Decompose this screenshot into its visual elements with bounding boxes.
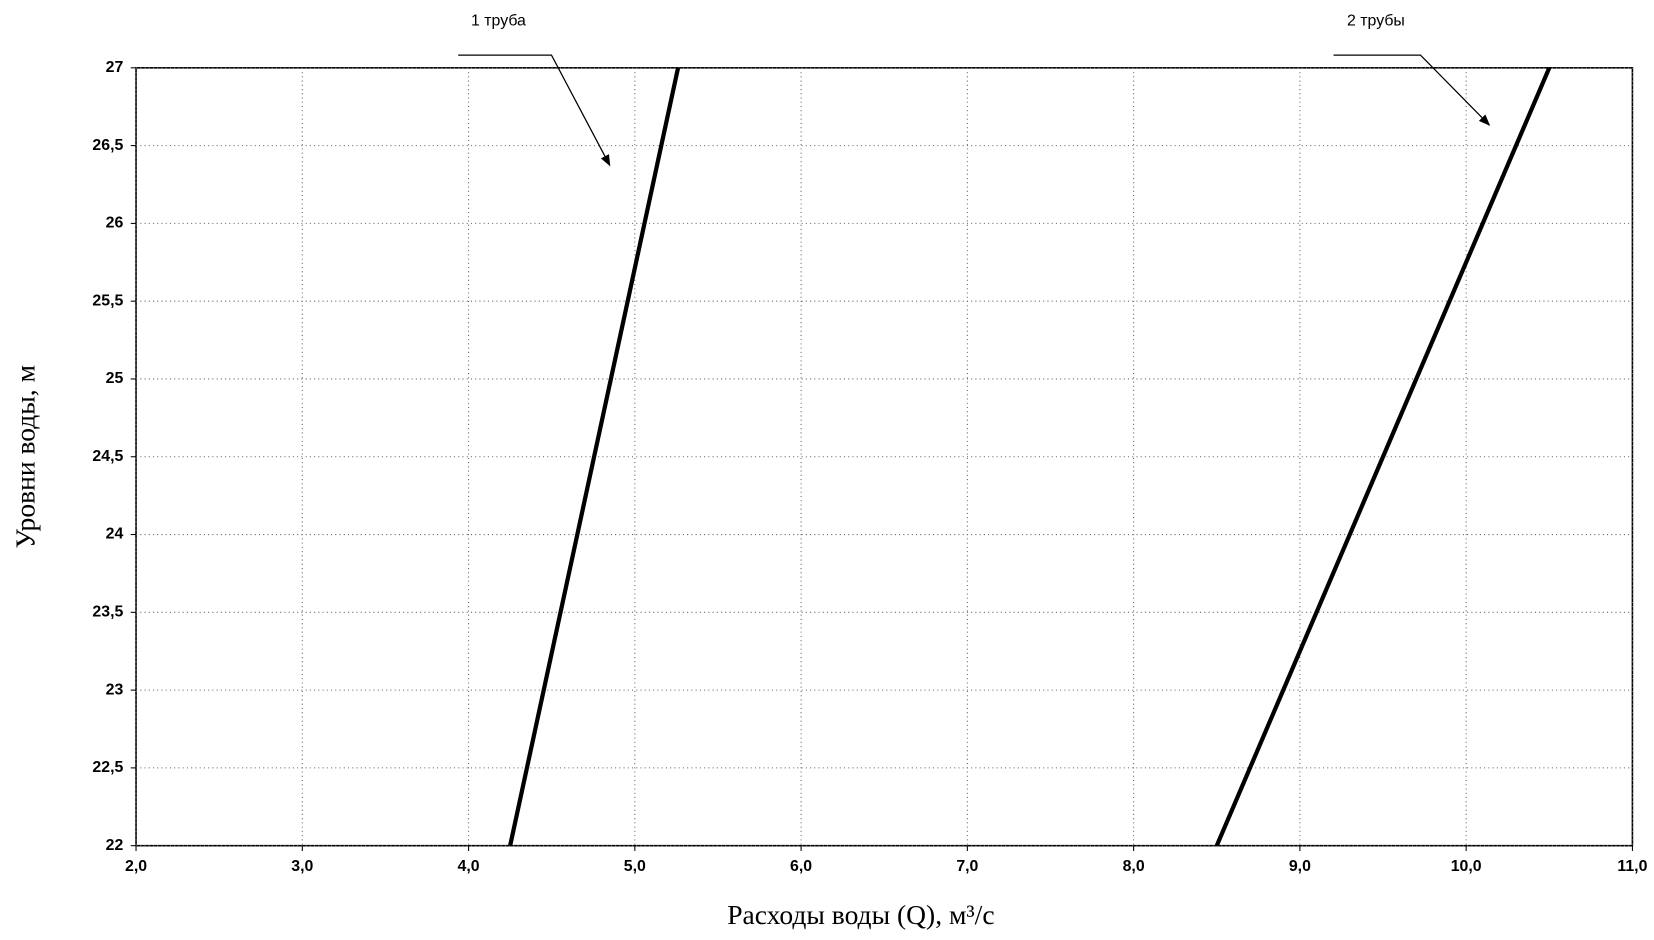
x-tick-label: 8,0 <box>1123 858 1145 875</box>
x-axis-label: Расходы воды (Q), м³/с <box>727 899 994 930</box>
annotation: 2 трубы <box>1347 12 1405 29</box>
y-tick-label: 27 <box>106 59 124 76</box>
y-tick-label: 23,5 <box>92 604 123 621</box>
x-tick-label: 5,0 <box>624 858 646 875</box>
y-tick-label: 26,5 <box>92 137 123 154</box>
annotation-arrow <box>1333 54 1491 126</box>
x-tick-label: 3,0 <box>291 858 313 875</box>
x-tick-label: 6,0 <box>790 858 812 875</box>
y-axis-label: Уровни воды, м <box>9 365 40 549</box>
y-tick-label: 22 <box>106 837 124 854</box>
y-tick-label: 22,5 <box>92 759 123 776</box>
x-tick-label: 7,0 <box>956 858 978 875</box>
x-tick-label: 11,0 <box>1617 858 1647 875</box>
y-tick-label: 24,5 <box>92 448 123 465</box>
x-tick-label: 2,0 <box>125 858 147 875</box>
series-line <box>508 67 681 847</box>
x-tick-label: 4,0 <box>458 858 480 875</box>
y-tick-label: 25,5 <box>92 292 123 309</box>
y-tick-label: 24 <box>106 526 124 543</box>
y-tick-label: 25 <box>106 370 124 387</box>
annotation: 1 труба <box>471 12 526 29</box>
y-tick-label: 26 <box>106 215 124 232</box>
annotation-arrow <box>458 54 611 167</box>
x-tick-label: 9,0 <box>1289 858 1311 875</box>
y-tick-label: 23 <box>106 681 124 698</box>
x-tick-label: 10,0 <box>1451 858 1482 875</box>
series-line <box>1214 66 1552 847</box>
